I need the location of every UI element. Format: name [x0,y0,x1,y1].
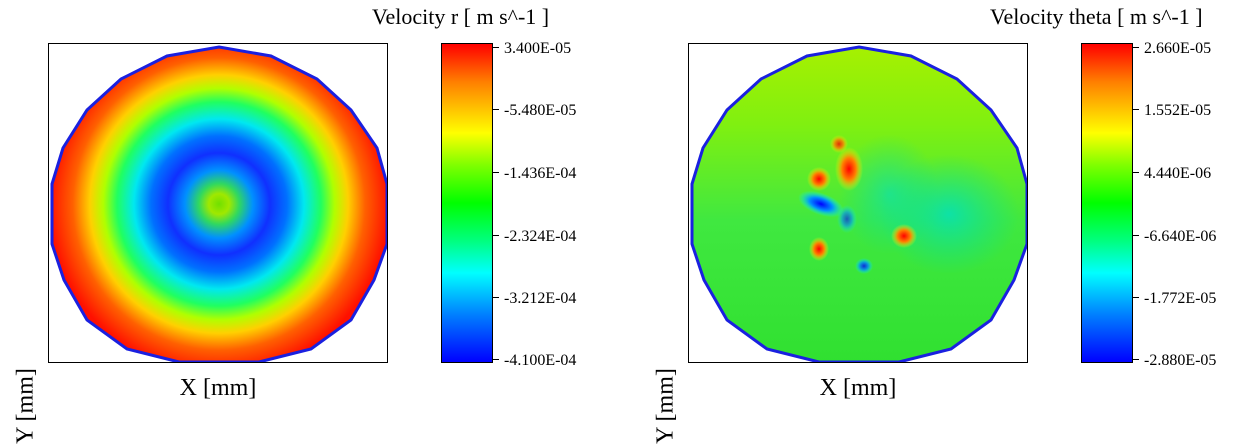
velocity-r-panel: Velocity r [ m s^-1 ] [0,0,626,444]
colorbar-tick [493,359,499,360]
domain-disk-outline [690,45,1027,362]
colorbar-tick-label: 4.440E-06 [1144,165,1212,182]
colorbar-tick-label: -2.324E-04 [504,228,577,245]
colorbar-tick [493,172,499,173]
colorbar [441,43,493,363]
x-axis-label: X [mm] [179,375,257,401]
colorbar-tick-label: -3.212E-04 [504,290,577,307]
colorbar-title: Velocity r [ m s^-1 ] [372,4,550,29]
colorbar-tick [493,47,499,48]
y-axis-label: Y [mm] [12,368,39,444]
colorbar-tick-label: -2.880E-05 [1144,352,1217,369]
colorbar-tick-label: 1.552E-05 [1144,102,1212,119]
colorbar-tick [493,109,499,110]
domain-disk [50,45,387,362]
colorbar-tick-label: 2.660E-05 [1144,40,1212,57]
velocity-theta-panel: Velocity theta [ m s^-1 ] [640,0,1252,444]
colorbar-tick-label: -1.772E-05 [1144,290,1217,307]
colorbar-tick-label: -4.100E-04 [504,352,577,369]
colorbar-title: Velocity theta [ m s^-1 ] [990,4,1203,29]
colorbar-tick [1133,235,1139,236]
colorbar-tick [1133,359,1139,360]
colorbar-tick [1133,172,1139,173]
colorbar-tick-label: -6.640E-06 [1144,228,1217,245]
contour-plot [690,45,1027,362]
contour-plot [50,45,387,362]
plot-area [48,43,388,363]
colorbar-tick [493,235,499,236]
plot-area [688,43,1028,363]
colorbar-tick [1133,297,1139,298]
field-layer [692,47,1027,362]
colorbar-tick-label: -5.480E-05 [504,102,577,119]
x-axis-label: X [mm] [819,375,897,401]
colorbar [1081,43,1133,363]
colorbar-tick [1133,47,1139,48]
colorbar-tick [1133,109,1139,110]
colorbar-tick [493,297,499,298]
y-axis-label: Y [mm] [652,368,679,444]
colorbar-tick-label: -1.436E-04 [504,165,577,182]
colorbar-tick-label: 3.400E-05 [504,40,572,57]
